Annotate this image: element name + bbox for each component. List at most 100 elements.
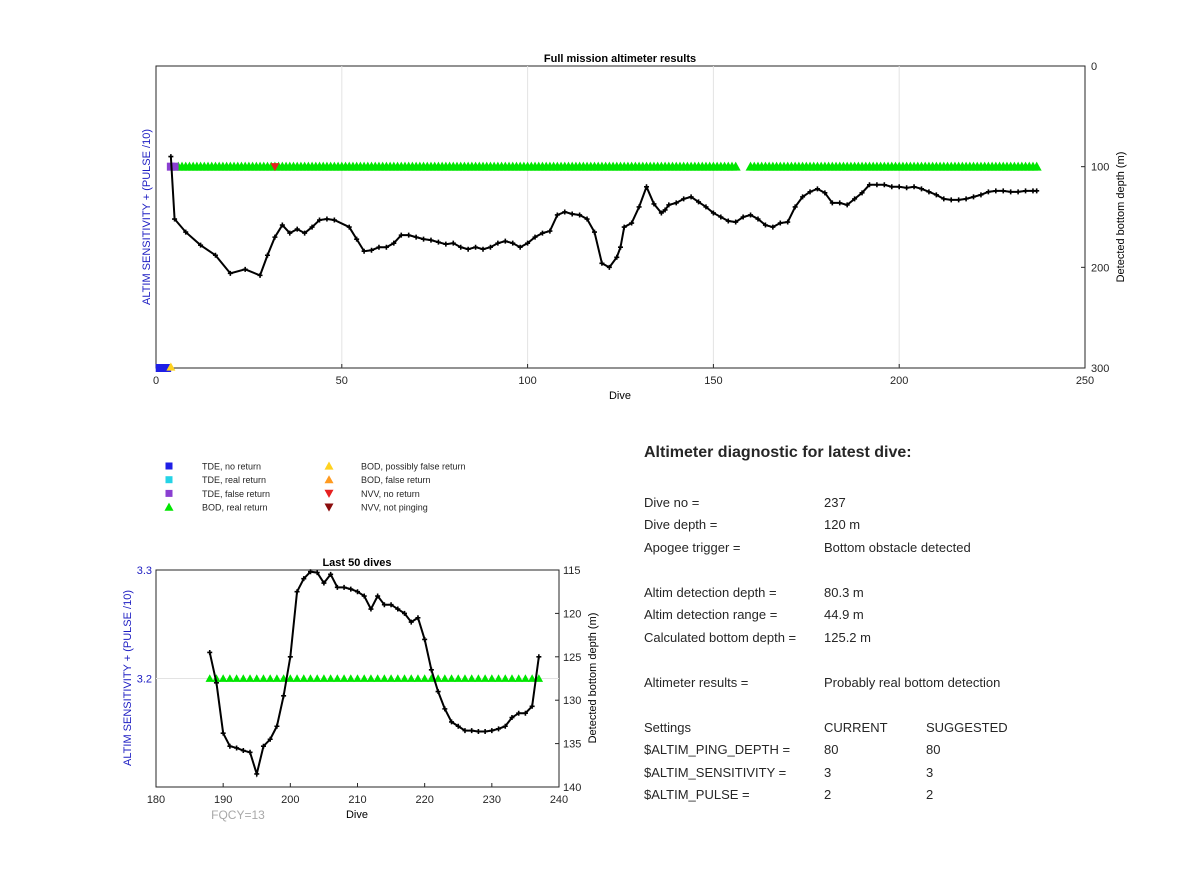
full-x-axis-label: Dive bbox=[609, 390, 631, 402]
bod-real-return-marker bbox=[232, 674, 241, 682]
legend-square-icon bbox=[165, 462, 173, 470]
bod-real-return-marker bbox=[319, 674, 329, 682]
diag-label: Altim detection depth = bbox=[644, 585, 777, 600]
bod-real-return-marker bbox=[487, 674, 497, 682]
diag-row-ping-depth: $ALTIM_PING_DEPTH = 80 80 bbox=[644, 742, 1164, 760]
bod-real-return-marker bbox=[447, 674, 456, 682]
depth-point bbox=[428, 667, 434, 673]
depth-point bbox=[733, 219, 739, 225]
diag-value: 44.9 m bbox=[824, 607, 864, 622]
legend-label: TDE, no return bbox=[202, 462, 261, 472]
legend-label: TDE, false return bbox=[202, 489, 270, 499]
depth-point bbox=[487, 244, 493, 250]
full-y-ticks: 0 100 200 300 bbox=[1081, 61, 1109, 375]
nvv-no-return-marker bbox=[270, 163, 280, 172]
depth-point bbox=[348, 586, 354, 592]
last50-depth-series bbox=[207, 569, 542, 778]
depth-point bbox=[941, 196, 947, 202]
legend-item: NVV, no return bbox=[324, 489, 420, 499]
bod-real-return-marker bbox=[218, 674, 228, 682]
bod-real-return-marker bbox=[480, 674, 490, 682]
depth-point bbox=[636, 204, 642, 210]
bod-real-return-marker bbox=[353, 674, 362, 682]
legend-triangle-up-icon bbox=[324, 475, 334, 484]
diag-value: Probably real bottom detection bbox=[824, 675, 1001, 690]
diag-row-detection-depth: Altim detection depth = 80.3 m bbox=[644, 585, 1164, 603]
depth-point bbox=[368, 606, 374, 612]
bod-real-return-marker bbox=[730, 161, 741, 171]
x-tick-label: 240 bbox=[550, 794, 568, 806]
diag-row-sensitivity: $ALTIM_SENSITIVITY = 3 3 bbox=[644, 765, 1164, 783]
depth-point bbox=[443, 241, 449, 247]
depth-point bbox=[388, 602, 394, 608]
bod-real-return-marker bbox=[212, 674, 221, 682]
depth-point bbox=[324, 216, 330, 222]
depth-point bbox=[254, 771, 260, 777]
bod-real-return-marker bbox=[360, 674, 369, 682]
bod-possibly-false-marker bbox=[166, 362, 176, 371]
depth-point bbox=[354, 236, 360, 242]
bod-real-return-marker bbox=[366, 674, 376, 682]
depth-point bbox=[287, 654, 293, 660]
depth-point bbox=[971, 194, 977, 200]
y-tick-label: 140 bbox=[563, 782, 581, 794]
diag-row-calculated-depth: Calculated bottom depth = 125.2 m bbox=[644, 630, 1164, 648]
depth-point bbox=[844, 202, 850, 208]
depth-point bbox=[247, 749, 253, 755]
bod-real-return-marker bbox=[420, 674, 429, 682]
depth-point bbox=[547, 228, 553, 234]
depth-point bbox=[688, 194, 694, 200]
diag-label: $ALTIM_SENSITIVITY = bbox=[644, 765, 787, 780]
depth-point bbox=[718, 214, 724, 220]
bod-real-return-marker bbox=[521, 674, 530, 682]
legend-label: BOD, false return bbox=[361, 475, 431, 485]
x-tick-label: 0 bbox=[153, 375, 159, 387]
depth-point bbox=[421, 236, 427, 242]
diag-label: Altim detection range = bbox=[644, 607, 778, 622]
bod-real-return-marker bbox=[326, 674, 335, 682]
depth-point bbox=[450, 240, 456, 246]
depth-point bbox=[1023, 188, 1029, 194]
x-tick-label: 190 bbox=[214, 794, 232, 806]
tde-no-return-marker bbox=[163, 364, 172, 372]
legend-item: BOD, false return bbox=[324, 475, 431, 485]
depth-point bbox=[525, 240, 531, 246]
depth-point bbox=[502, 723, 508, 729]
depth-point bbox=[740, 214, 746, 220]
bod-real-return-marker bbox=[373, 674, 382, 682]
depth-point bbox=[227, 743, 233, 749]
depth-point bbox=[402, 610, 408, 616]
depth-point bbox=[918, 186, 924, 192]
depth-point bbox=[480, 246, 486, 252]
bod-real-return-marker bbox=[440, 674, 450, 682]
bod-real-return-marker bbox=[259, 674, 268, 682]
depth-point bbox=[644, 184, 650, 190]
depth-point bbox=[435, 689, 441, 695]
depth-point bbox=[435, 239, 441, 245]
bod-real-return-marker bbox=[527, 674, 537, 682]
depth-point bbox=[341, 584, 347, 590]
depth-point bbox=[522, 710, 528, 716]
tde-false-return-marker bbox=[170, 162, 179, 171]
depth-point bbox=[240, 748, 246, 754]
legend-square-icon bbox=[165, 476, 173, 484]
bod-real-return-marker bbox=[474, 674, 483, 682]
depth-point bbox=[227, 270, 233, 276]
last-50-dives-chart: 180 190 200 210 220 230 240 3.2 3.3 115 120 125 13… bbox=[122, 557, 599, 822]
depth-point bbox=[896, 184, 902, 190]
depth-point bbox=[554, 212, 560, 218]
depth-point bbox=[509, 715, 515, 721]
depth-point bbox=[415, 615, 421, 621]
full-mission-chart: 0 50 100 150 200 250 0 100 200 300 Full mission … bbox=[141, 53, 1127, 402]
depth-point bbox=[301, 576, 307, 582]
bod-real-return-marker bbox=[407, 674, 416, 682]
depth-point bbox=[267, 736, 273, 742]
x-tick-label: 100 bbox=[518, 375, 536, 387]
depth-point bbox=[866, 182, 872, 188]
depth-point bbox=[829, 200, 835, 206]
depth-point bbox=[482, 728, 488, 734]
bod-real-return-marker bbox=[514, 674, 523, 682]
last50-x-ticks: 180 190 200 210 220 230 240 bbox=[147, 783, 568, 806]
depth-point bbox=[662, 207, 668, 213]
bod-real-return-marker bbox=[313, 674, 322, 682]
